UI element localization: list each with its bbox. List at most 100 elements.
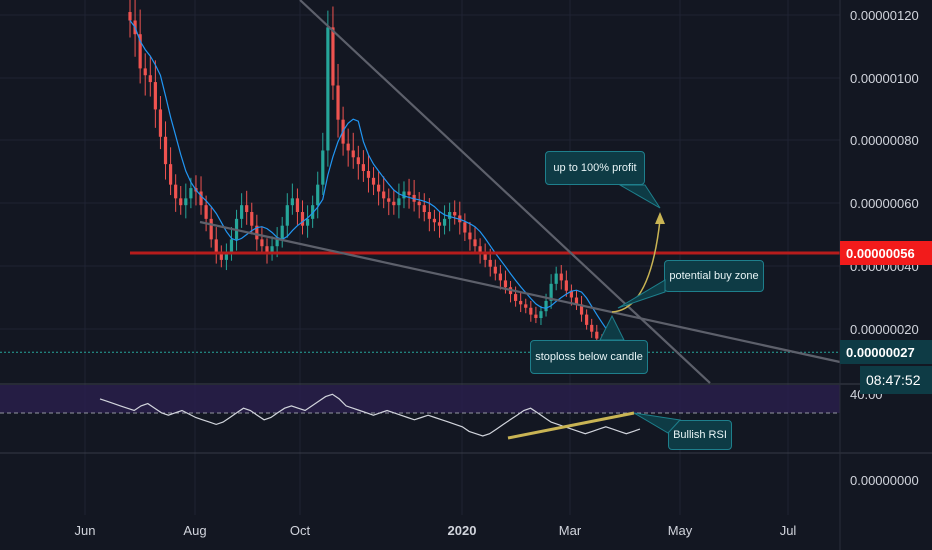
price-axis: 0.00000120 0.00000100 0.00000080 0.00000060… [850,8,919,337]
candle-body [229,239,234,254]
candle-body [549,283,553,301]
candle-body [260,239,264,247]
candle-body [331,27,335,86]
candle-body [143,68,147,76]
candle-body [519,300,523,305]
candle-body [478,246,482,254]
candle-body [295,198,300,213]
rsi-line [99,393,641,437]
time-tick-label: Jun [75,523,96,538]
candle-body [377,184,381,192]
price-tick-label: 0.00000080 [850,133,919,148]
upper-trend-line [299,0,711,384]
resistance-price-badge: 0.00000056 [840,241,932,266]
candle-body [579,304,584,315]
candle-body [270,246,274,254]
candle-body [468,232,472,240]
candle-body [392,201,396,206]
candle-body [300,212,305,226]
candle-body [554,273,558,284]
candle-body [539,311,543,319]
candle-body [437,222,442,226]
candle-body [463,222,467,233]
candle-body [371,177,376,185]
candle-body [219,253,223,260]
candle-body [559,273,563,281]
candle-body [311,205,315,219]
time-axis: Jun Aug Oct 2020 Mar May Jul [75,523,797,538]
candle-body [275,239,279,247]
candle-body [524,304,528,308]
candle-body [351,150,355,158]
candle-body [453,212,457,216]
candle-body [361,164,365,171]
candle-body [184,198,188,206]
candle-body [240,205,244,219]
rsi-band [0,385,840,413]
time-tick-label: May [668,523,693,538]
candle-body [544,300,548,312]
candle-body [569,290,574,298]
candle-body [493,266,497,274]
candle-body [346,143,350,151]
candle-body [427,212,431,219]
candles [128,0,614,358]
price-tick-label: 0.00000060 [850,196,919,211]
candle-body [442,218,447,226]
price-tick-label: 0.00000100 [850,71,919,86]
candle-body [265,246,269,254]
candle-body [224,253,228,260]
candle-body [128,12,132,21]
candle-body [214,239,218,254]
candle-body [564,280,568,291]
lower-pane-label: 0.00000000 [850,473,919,488]
candle-body [498,273,502,281]
candle-body [305,218,310,226]
candle-body [473,239,477,247]
candle-body [407,191,411,195]
candle-body [321,150,325,185]
candle-body [514,294,518,301]
candle-body [574,297,579,305]
price-tick-label: 0.00000120 [850,8,919,23]
candle-body [209,218,213,240]
callout-buy-zone: potential buy zone [664,260,764,292]
candle-body [534,314,538,319]
candle-body [382,191,386,199]
candle-body [168,164,173,185]
candle-body [529,307,533,315]
countdown-badge: 08:47:52 [860,366,932,395]
candle-body [336,85,340,120]
candle-body [397,198,401,206]
time-tick-label: Oct [290,523,311,538]
candle-body [356,157,360,165]
candle-body [204,205,208,219]
rsi-panel: 40.00 [0,385,932,454]
candle-body [250,212,254,226]
time-tick-label: Aug [183,523,206,538]
candle-body [590,324,594,332]
candle-body [595,331,599,339]
candle-body [402,191,406,199]
candle-body [290,198,294,206]
callout-rsi: Bullish RSI [668,420,732,450]
projection-arrow-head [655,212,665,224]
candle-body [422,205,426,213]
candle-body [326,27,330,151]
candle-body [316,184,320,206]
candle-body [255,225,259,240]
candle-body [179,198,183,206]
candle-body [163,136,168,165]
candle-body [245,205,249,213]
candle-body [448,212,452,219]
candle-body [174,184,178,199]
price-tick-label: 0.00000020 [850,322,919,337]
candle-body [417,201,421,206]
time-tick-label: Jul [780,523,797,538]
candle-body [483,253,487,260]
candle-body [199,191,203,206]
candle-body [153,82,157,110]
candle-body [488,259,492,267]
rsi-trend-line [507,411,635,440]
